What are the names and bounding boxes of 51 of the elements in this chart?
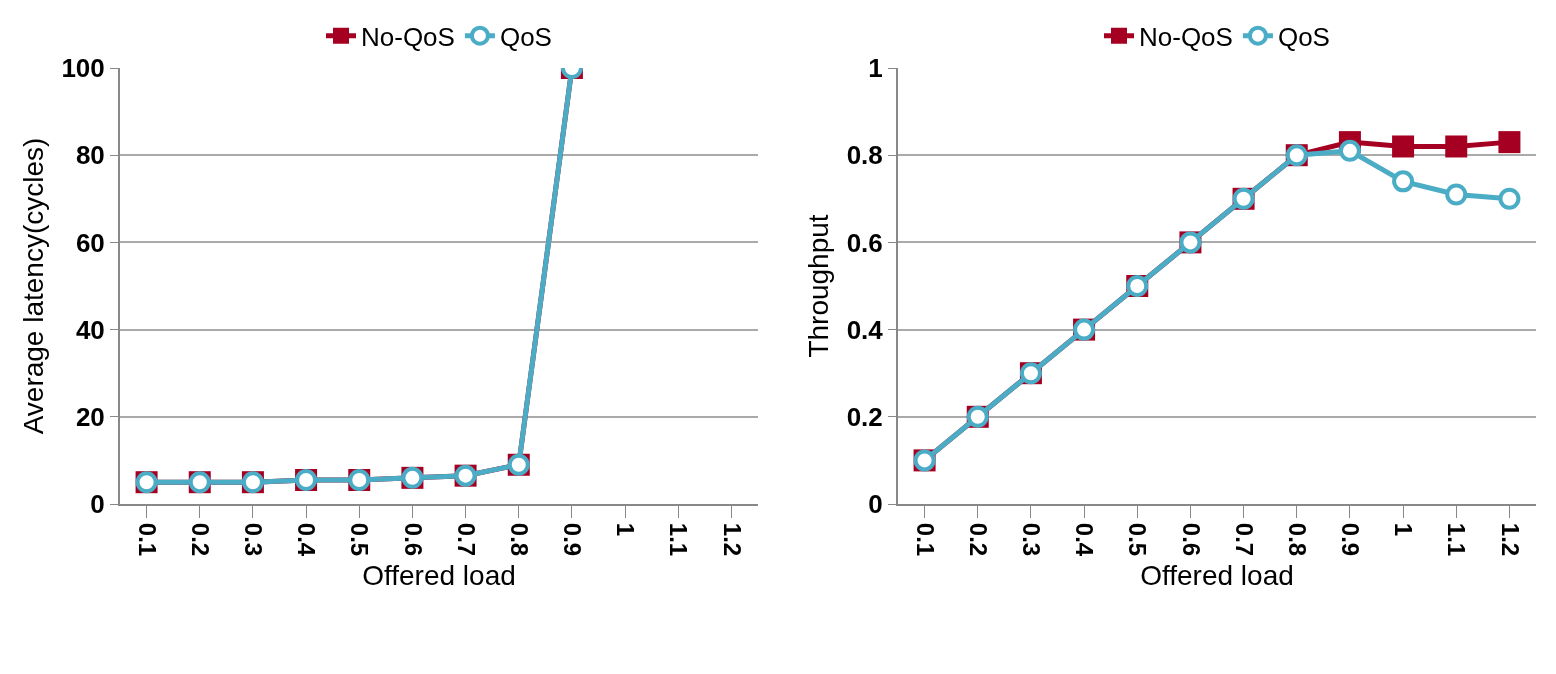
x-tick-label: 0.9 [1337,522,1365,557]
point [1498,131,1521,154]
x-tick-label: 0.4 [1071,522,1099,557]
legend-label: QoS [499,21,552,52]
legend-label: No-QoS [361,21,455,52]
x-tick-label: 1.2 [1496,522,1524,557]
point [1392,135,1415,158]
x-tick-label: 0.5 [346,522,374,557]
y-tick-label: 0.2 [846,401,883,432]
y-tick-label: 20 [75,401,105,432]
point [1392,170,1415,193]
y-tick-label: 100 [61,53,105,84]
x-axis-title: Offered load [1140,560,1294,592]
x-tick-label: 0.4 [293,522,321,557]
point [1445,135,1468,158]
legend-label: QoS [1277,21,1330,52]
x-tick-label: 0.3 [240,522,268,557]
y-tick-label: 1 [868,53,883,84]
y-tick-label: 80 [75,140,105,171]
x-tick-label: 0.6 [1177,522,1205,557]
x-tick-label: 0.1 [911,522,939,557]
x-tick-label: 0.6 [399,522,427,557]
y-tick-label: 0.8 [846,140,883,171]
x-tick-label: 0.7 [1230,522,1258,557]
point [1498,187,1521,210]
x-tick-label: 1.1 [1443,522,1471,557]
x-tick-label: 0.8 [505,522,533,557]
x-tick-label: 1 [1390,522,1418,537]
x-tick-label: 1.1 [665,522,693,557]
y-axis-title: Average latency(cycles) [17,137,49,435]
x-tick-label: 0.9 [559,522,587,557]
x-tick-label: 0.2 [964,522,992,557]
legend-label: No-QoS [1139,21,1233,52]
y-tick-label: 40 [75,314,105,345]
y-tick-label: 0 [868,489,883,520]
x-axis-title: Offered load [362,560,516,592]
point [1445,183,1468,206]
y-tick-label: 0.6 [846,227,883,258]
x-tick-label: 1 [612,522,640,537]
y-tick-label: 0 [90,489,105,520]
x-tick-label: 0.2 [186,522,214,557]
x-tick-label: 0.7 [452,522,480,557]
x-tick-label: 0.8 [1283,522,1311,557]
y-tick-label: 60 [75,227,105,258]
x-tick-label: 0.3 [1018,522,1046,557]
x-tick-label: 0.1 [133,522,161,557]
point [1338,139,1361,162]
x-tick-label: 0.5 [1124,522,1152,557]
x-tick-label: 1.2 [718,522,746,557]
y-axis-title: Throughput [802,214,834,358]
y-tick-label: 0.4 [846,314,884,345]
